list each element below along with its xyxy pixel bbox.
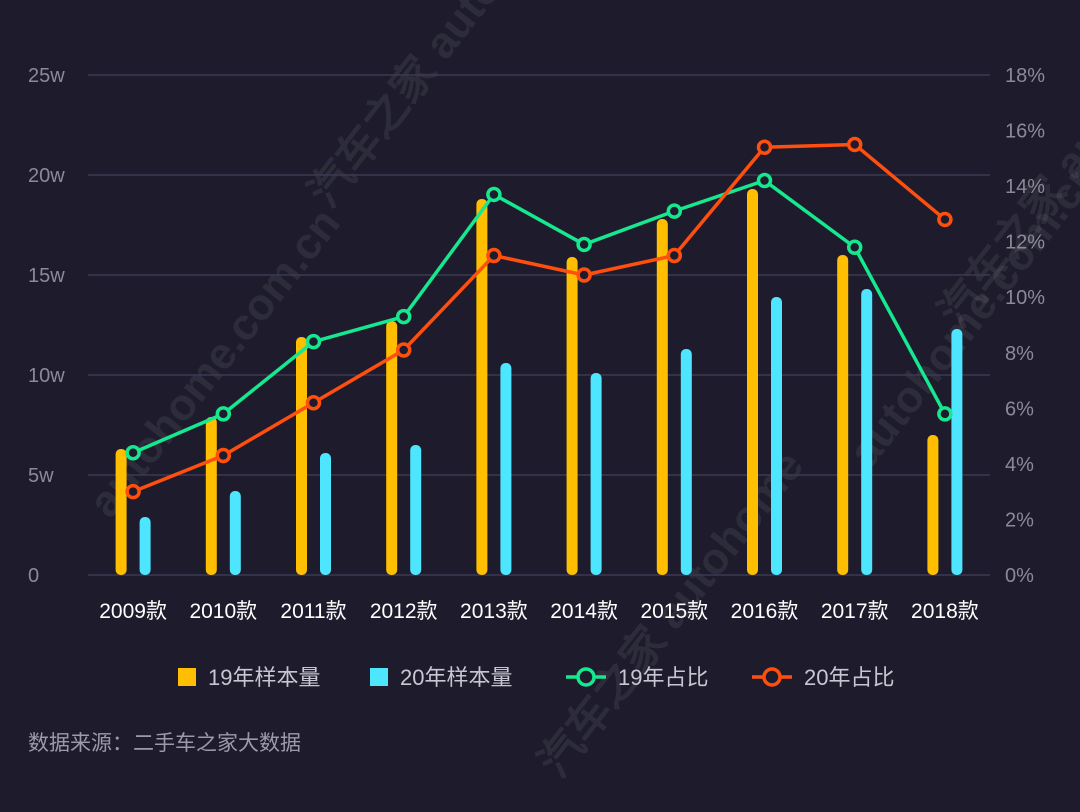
line-point-20-3: [395, 342, 412, 358]
bar-20-6: [680, 349, 692, 575]
bar-20-5: [590, 373, 602, 575]
line-point-19-3: [395, 308, 412, 325]
line-point-19-4: [486, 186, 502, 203]
left-tick-label: 0: [28, 565, 39, 587]
x-tick-label: 2018款: [911, 600, 979, 623]
left-tick-label: 15w: [28, 265, 65, 287]
bar-19-0: [115, 449, 127, 575]
line-series-19: [132, 178, 947, 455]
line-point-19-1: [215, 406, 232, 422]
x-tick-label: 2009款: [99, 600, 167, 623]
line-point-19-5: [576, 236, 592, 253]
x-tick-label: 2017款: [821, 600, 889, 623]
left-tick-label: 5w: [28, 465, 54, 487]
legend-swatch: [370, 668, 388, 686]
left-tick-label: 20w: [28, 165, 65, 187]
line-point-20-8: [846, 136, 863, 153]
line-series-20: [132, 142, 947, 494]
x-tick-label: 2010款: [189, 600, 257, 623]
line-point-19-7: [756, 172, 773, 189]
left-tick-label: 10w: [28, 365, 65, 387]
bar-19-2: [296, 337, 307, 575]
bar-20-0: [139, 517, 151, 575]
x-tick-label: 2014款: [550, 600, 618, 623]
bar-19-8: [837, 255, 849, 575]
lines-layer: [125, 136, 953, 500]
legend-label: 20年占比: [804, 665, 894, 690]
line-point-20-1: [215, 447, 232, 464]
line-point-19-0: [125, 445, 141, 461]
bar-20-1: [229, 491, 241, 575]
right-tick-label: 6%: [1005, 398, 1034, 420]
x-tick-label: 2013款: [460, 600, 528, 623]
line-point-20-4: [486, 247, 502, 264]
bar-20-3: [410, 445, 422, 575]
watermark-text: 汽车之家 autohome: [299, 0, 583, 216]
bar-19-3: [386, 321, 398, 575]
right-tick-label: 10%: [1005, 287, 1045, 309]
bar-19-9: [927, 435, 939, 575]
right-tick-label: 2%: [1005, 509, 1034, 531]
line-point-20-5: [576, 267, 592, 283]
line-point-20-0: [125, 483, 141, 500]
bar-20-8: [861, 289, 873, 575]
watermark-text: 汽车之家 autohome.com.cn: [929, 0, 1080, 336]
line-point-20-6: [666, 247, 683, 264]
right-tick-label: 16%: [1005, 121, 1045, 143]
legend-label: 19年样本量: [208, 665, 320, 690]
source-note: 数据来源：二手车之家大数据: [28, 732, 301, 755]
bar-19-5: [566, 257, 578, 575]
right-tick-label: 14%: [1005, 176, 1045, 198]
bar-19-4: [476, 199, 488, 575]
legend-marker: [576, 667, 596, 687]
right-tick-label: 18%: [1005, 65, 1045, 87]
legend-marker: [762, 667, 782, 687]
left-axis: 0 5w 10w 15w 20w 25w: [28, 65, 65, 587]
legend-label: 20年样本量: [400, 665, 512, 690]
x-axis: 2009款 2010款 2011款 2012款 2013款 2014款 2015款 2016款…: [99, 600, 979, 623]
line-point-20-9: [937, 211, 953, 228]
bar-19-1: [205, 417, 217, 575]
x-tick-label: 2016款: [731, 600, 799, 623]
bar-20-2: [320, 453, 331, 575]
legend-swatch: [178, 668, 196, 686]
bar-19-6: [656, 219, 668, 575]
x-tick-label: 2011款: [280, 600, 346, 623]
x-tick-label: 2012款: [370, 600, 438, 623]
right-tick-label: 0%: [1005, 565, 1034, 587]
bar-20-4: [500, 363, 512, 575]
right-tick-label: 12%: [1005, 232, 1045, 254]
line-point-19-2: [305, 333, 322, 350]
bar-20-9: [951, 329, 963, 575]
line-point-19-9: [937, 406, 953, 422]
line-point-20-7: [756, 139, 773, 155]
legend: 19年样本量 20年样本量 19年占比 20年占比: [178, 665, 894, 690]
line-point-19-6: [666, 203, 683, 219]
bar-19-7: [747, 189, 758, 575]
x-tick-label: 2015款: [640, 600, 708, 623]
right-axis: 0% 2% 4% 6% 8% 10% 12% 14% 16% 18%: [1005, 65, 1045, 587]
line-point-20-2: [305, 395, 322, 411]
right-tick-label: 4%: [1005, 454, 1034, 476]
left-tick-label: 25w: [28, 65, 65, 87]
bars-layer: [115, 189, 963, 575]
legend-label: 19年占比: [618, 665, 708, 690]
bar-20-7: [771, 297, 782, 575]
right-tick-label: 8%: [1005, 343, 1034, 365]
line-point-19-8: [846, 239, 863, 255]
